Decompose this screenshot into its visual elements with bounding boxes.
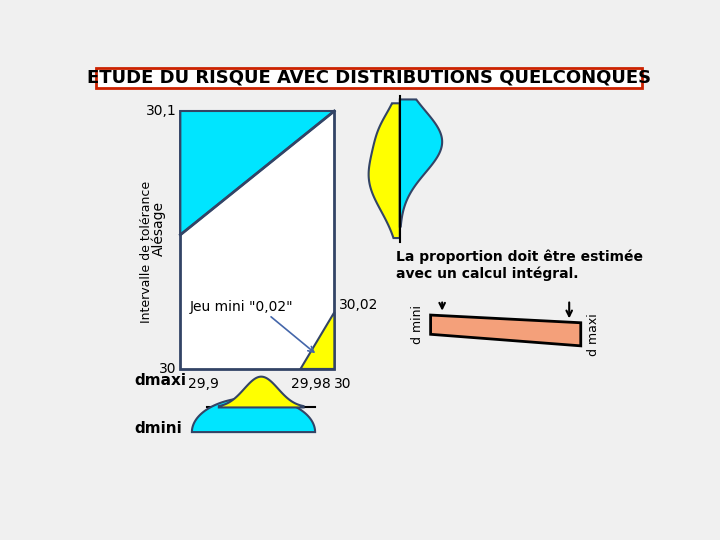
- Text: d mini: d mini: [411, 305, 425, 344]
- Polygon shape: [431, 315, 581, 346]
- Polygon shape: [400, 99, 442, 226]
- Text: 30: 30: [159, 362, 176, 376]
- Text: 30: 30: [334, 377, 352, 390]
- Text: 30,02: 30,02: [339, 298, 378, 312]
- Bar: [180, 111, 334, 369]
- Text: Alésage: Alésage: [151, 201, 166, 256]
- Text: d maxi: d maxi: [587, 313, 600, 356]
- Text: dmini: dmini: [134, 421, 182, 436]
- Polygon shape: [300, 312, 334, 369]
- Text: 30,1: 30,1: [145, 104, 176, 118]
- Text: dmaxi: dmaxi: [134, 373, 186, 388]
- Text: Arbre: Arbre: [236, 396, 279, 411]
- Text: Dmaxi: Dmaxi: [446, 77, 500, 92]
- Text: Intervalle de tolérance: Intervalle de tolérance: [140, 180, 153, 322]
- Text: ETUDE DU RISQUE AVEC DISTRIBUTIONS QUELCONQUES: ETUDE DU RISQUE AVEC DISTRIBUTIONS QUELC…: [87, 69, 651, 87]
- Polygon shape: [180, 111, 334, 235]
- Polygon shape: [369, 103, 400, 238]
- Text: 29,9: 29,9: [188, 377, 219, 390]
- Text: La proportion doit être estimée
avec un calcul intégral.: La proportion doit être estimée avec un …: [396, 249, 643, 281]
- Text: 29,98: 29,98: [292, 377, 331, 390]
- Text: Dmini: Dmini: [338, 77, 388, 92]
- Polygon shape: [192, 397, 315, 432]
- Bar: [96, 68, 642, 88]
- Polygon shape: [219, 377, 304, 408]
- Text: Jeu mini "0,02": Jeu mini "0,02": [190, 300, 294, 314]
